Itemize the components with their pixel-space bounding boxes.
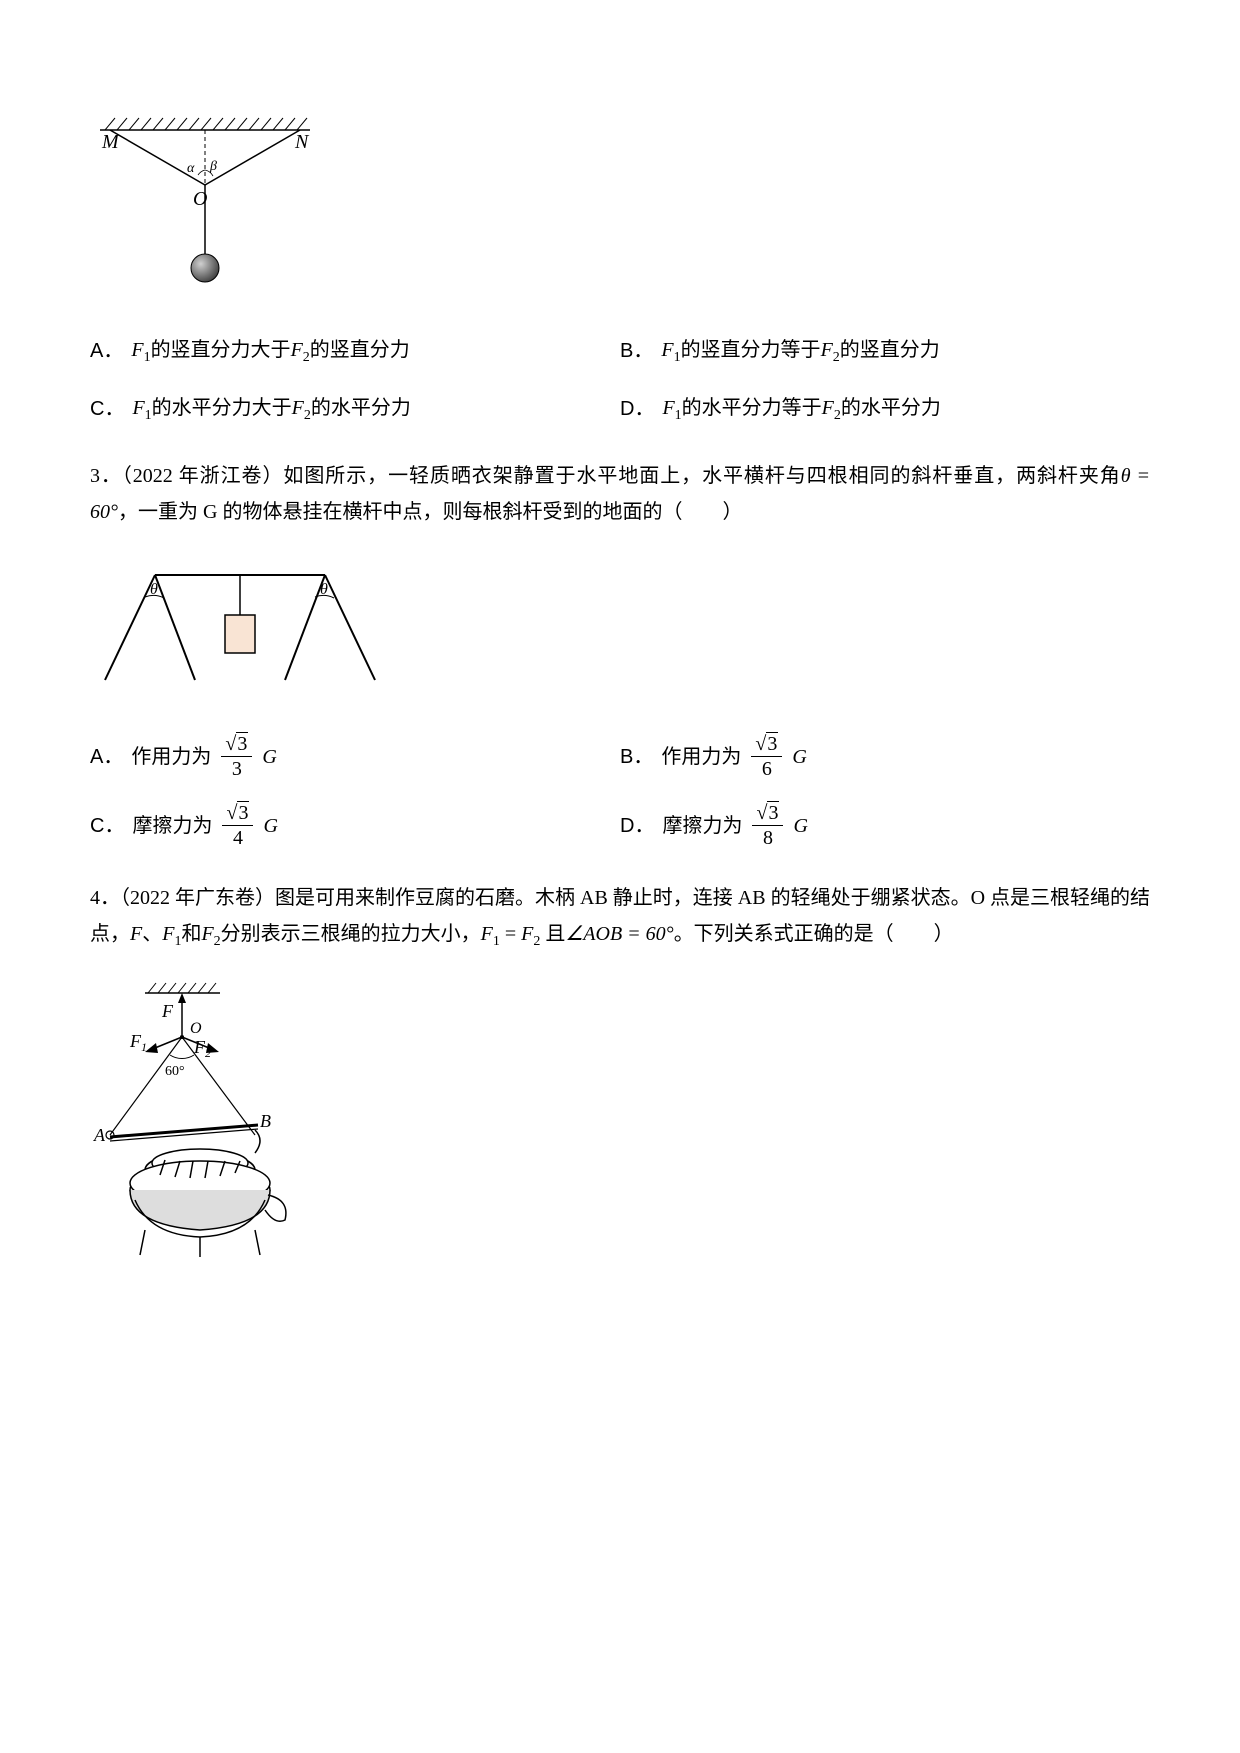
option-text: F1的竖直分力大于F2的竖直分力 [131, 332, 409, 370]
option-text: F1的水平分力等于F2的水平分力 [662, 390, 940, 428]
q2-option-a: A． F1的竖直分力大于F2的竖直分力 [90, 332, 620, 370]
q3-options-row1: A． 作用力为 3 3 G B． 作用力为 3 6 G [90, 732, 1150, 781]
q4-figure: F O F1 F2 60° A B [90, 975, 1150, 1287]
option-label: A． [90, 333, 123, 369]
svg-text:β: β [209, 159, 217, 174]
svg-text:θ: θ [150, 581, 158, 598]
svg-text:F2: F2 [193, 1037, 211, 1060]
q2-figure: M N O α β [90, 110, 1150, 302]
option-text: F1的竖直分力等于F2的竖直分力 [661, 332, 939, 370]
q2-options-row2: C． F1的水平分力大于F2的水平分力 D． F1的水平分力等于F2的水平分力 [90, 390, 1150, 428]
q3-option-a: A． 作用力为 3 3 G [90, 732, 620, 781]
svg-text:B: B [260, 1111, 271, 1131]
option-label: D． [620, 391, 654, 427]
svg-text:θ: θ [320, 581, 328, 598]
option-label: C． [90, 391, 124, 427]
fraction: 3 8 [752, 801, 783, 850]
option-label: C． [90, 808, 124, 844]
q3-svg: θ θ [90, 550, 390, 690]
fraction: 3 6 [751, 732, 782, 781]
q3-option-b: B． 作用力为 3 6 G [620, 732, 1150, 781]
svg-text:α: α [187, 161, 195, 176]
q3-stem: 3．（2022 年浙江卷）如图所示，一轻质晒衣架静置于水平地面上，水平横杆与四根… [90, 458, 1150, 530]
q3-options-row2: C． 摩擦力为 3 4 G D． 摩擦力为 3 8 G [90, 801, 1150, 850]
option-label: B． [620, 333, 653, 369]
q3-figure: θ θ [90, 550, 1150, 702]
svg-text:F: F [161, 1001, 174, 1021]
fraction: 3 3 [221, 732, 252, 781]
option-label: D． [620, 808, 654, 844]
q2-options-row1: A． F1的竖直分力大于F2的竖直分力 B． F1的竖直分力等于F2的竖直分力 [90, 332, 1150, 370]
svg-text:F1: F1 [129, 1031, 147, 1054]
svg-text:60°: 60° [165, 1064, 185, 1079]
q4-svg: F O F1 F2 60° A B [90, 975, 320, 1275]
option-label: A． [90, 739, 123, 775]
svg-text:N: N [294, 131, 310, 153]
q2-option-b: B． F1的竖直分力等于F2的竖直分力 [620, 332, 1150, 370]
svg-text:O: O [190, 1020, 202, 1037]
q3-option-d: D． 摩擦力为 3 8 G [620, 801, 1150, 850]
q2-option-d: D． F1的水平分力等于F2的水平分力 [620, 390, 1150, 428]
q4-stem: 4．（2022 年广东卷）图是可用来制作豆腐的石磨。木柄 AB 静止时，连接 A… [90, 880, 1150, 954]
svg-text:O: O [193, 188, 207, 210]
svg-text:A: A [93, 1125, 106, 1145]
option-label: B． [620, 739, 653, 775]
q3-option-c: C． 摩擦力为 3 4 G [90, 801, 620, 850]
option-text: F1的水平分力大于F2的水平分力 [132, 390, 410, 428]
svg-text:M: M [101, 131, 120, 153]
q2-option-c: C． F1的水平分力大于F2的水平分力 [90, 390, 620, 428]
q2-svg: M N O α β [90, 110, 320, 290]
fraction: 3 4 [222, 801, 253, 850]
